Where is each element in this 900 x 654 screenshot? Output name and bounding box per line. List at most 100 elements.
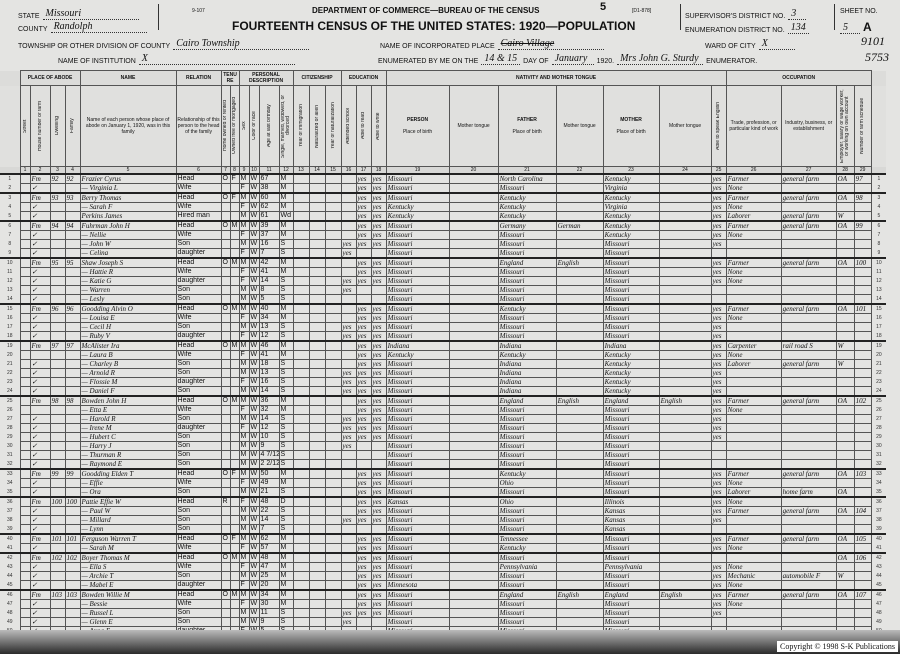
line-number: 43 (6, 564, 13, 570)
cell: M (238, 386, 250, 397)
cell: 103 (64, 589, 81, 600)
cell (448, 571, 499, 581)
cell: M (238, 608, 250, 618)
cell: yes (355, 239, 372, 249)
cell (19, 257, 31, 268)
column-header-text: Place of birth (616, 129, 646, 135)
cell (292, 192, 310, 203)
cell (324, 230, 342, 240)
cell (658, 230, 712, 240)
cell (658, 285, 712, 295)
cell: Missouri (385, 432, 450, 442)
cell: F (238, 331, 250, 342)
cell (308, 608, 326, 618)
line-number: 27 (6, 416, 13, 422)
cell (835, 478, 855, 488)
cell: W (248, 313, 260, 323)
ed-field: Enumeration District No. 134 (685, 22, 809, 34)
column-number: 21 (497, 166, 557, 175)
line-number: 1 (0, 173, 20, 184)
cell (853, 571, 872, 581)
cell: yes (370, 202, 387, 212)
cell (725, 368, 782, 378)
cell: Kentucky (497, 303, 557, 314)
cell (64, 441, 81, 451)
township-label: Township or other division of county (18, 43, 171, 50)
line-number: 31 (876, 452, 882, 458)
cell (308, 173, 326, 184)
cell (292, 220, 310, 231)
cell (853, 183, 872, 194)
cell: yes (710, 487, 727, 498)
cell: W (248, 285, 260, 295)
blank (871, 85, 887, 167)
cell (19, 173, 31, 184)
cell: ✓ (29, 202, 51, 212)
cell: yes (710, 276, 727, 286)
sheet-value: 5 (840, 22, 860, 34)
cell (448, 414, 499, 424)
cell: 48 (258, 496, 280, 507)
cell: Missouri (602, 441, 660, 451)
cell (308, 183, 326, 194)
blank (0, 85, 20, 167)
cell (292, 294, 310, 305)
cell (324, 599, 342, 609)
cell: 103 (49, 589, 66, 600)
line-number: 24 (6, 387, 13, 394)
cell: ✓ (29, 423, 51, 433)
cell: M (278, 220, 294, 231)
cell (220, 377, 231, 387)
cell: — Laura B (79, 350, 177, 360)
line-number: 16 (6, 315, 13, 321)
cell: yes (370, 533, 387, 544)
line-number: 21 (876, 361, 882, 367)
cell (292, 562, 310, 572)
cell: M (278, 192, 294, 203)
cell: 92 (49, 173, 66, 184)
cell (292, 414, 310, 424)
cell: OA (835, 192, 855, 203)
line-number: 39 (876, 525, 882, 532)
cell (448, 359, 499, 369)
line-number: 45 (876, 581, 882, 588)
cell: Fm (29, 192, 51, 203)
cell (448, 441, 499, 451)
cell: Missouri (497, 230, 557, 240)
cell: W (248, 423, 260, 433)
cell (835, 599, 855, 609)
cell: yes (370, 239, 387, 249)
cell (780, 515, 837, 525)
cell: Berry Thomas (79, 192, 177, 203)
group-header: PLACE OF ABODE (19, 70, 81, 86)
cell: Indiana (497, 359, 557, 369)
cell (370, 617, 387, 627)
cell (220, 450, 231, 460)
cell: yes (340, 248, 357, 259)
cell: — Lynn (79, 524, 177, 535)
cell (229, 487, 240, 498)
cell: Bowden John H (79, 395, 177, 406)
cell: Farmer (725, 589, 782, 600)
cell: yes (710, 350, 727, 360)
cell: ✓ (29, 386, 51, 397)
cell: Missouri (602, 432, 660, 442)
cell (308, 220, 326, 231)
cell: F (238, 478, 250, 488)
cell (220, 230, 231, 240)
cell: yes (710, 220, 727, 231)
cell (725, 285, 782, 295)
column-header-text: Able to write (376, 112, 382, 140)
cell (19, 386, 31, 397)
cell (292, 173, 310, 184)
cell: 36 (258, 395, 280, 406)
cell (448, 239, 499, 249)
cell (555, 230, 604, 240)
cell (853, 359, 872, 369)
cell (49, 414, 66, 424)
cell: — Millard (79, 515, 177, 525)
cell (658, 239, 712, 249)
institution-field: Name of institution X (58, 53, 295, 65)
cell: None (725, 405, 782, 415)
